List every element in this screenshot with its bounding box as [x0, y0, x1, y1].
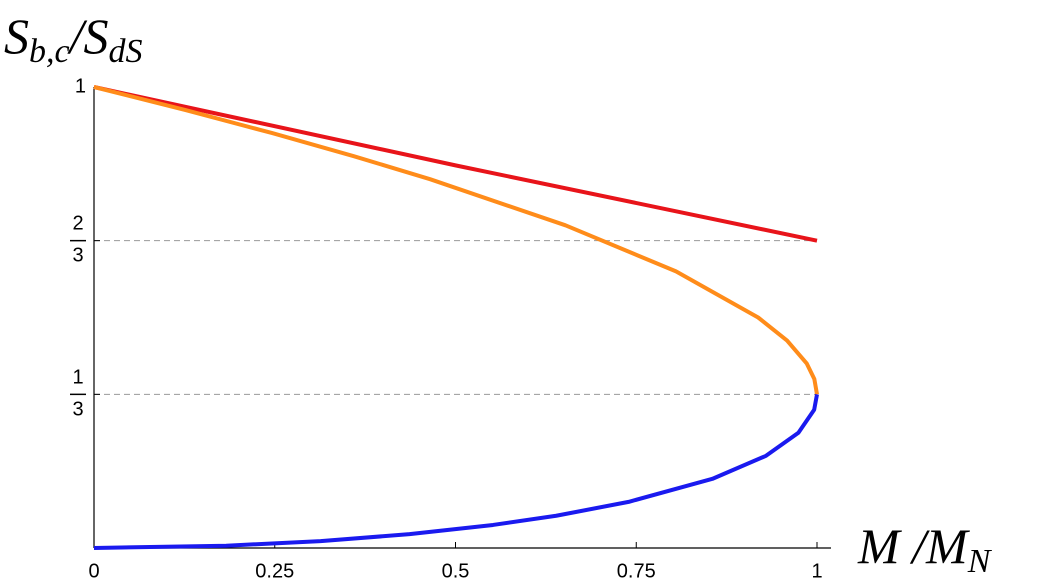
line-series: [93, 85, 818, 243]
x-tick-label: 1: [811, 560, 822, 582]
x-tick-label: 0.25: [255, 560, 294, 582]
y-tick-label: 1: [75, 75, 86, 97]
y-axis-label: Sb,c/SdS: [4, 8, 143, 69]
line-series: [93, 85, 819, 395]
x-tick-label: 0: [88, 560, 99, 582]
x-tick-label: 0.75: [617, 560, 656, 582]
x-tick-label: 0.5: [442, 560, 470, 582]
x-axis-label: M /MN: [857, 518, 993, 579]
line-series: [93, 393, 819, 550]
